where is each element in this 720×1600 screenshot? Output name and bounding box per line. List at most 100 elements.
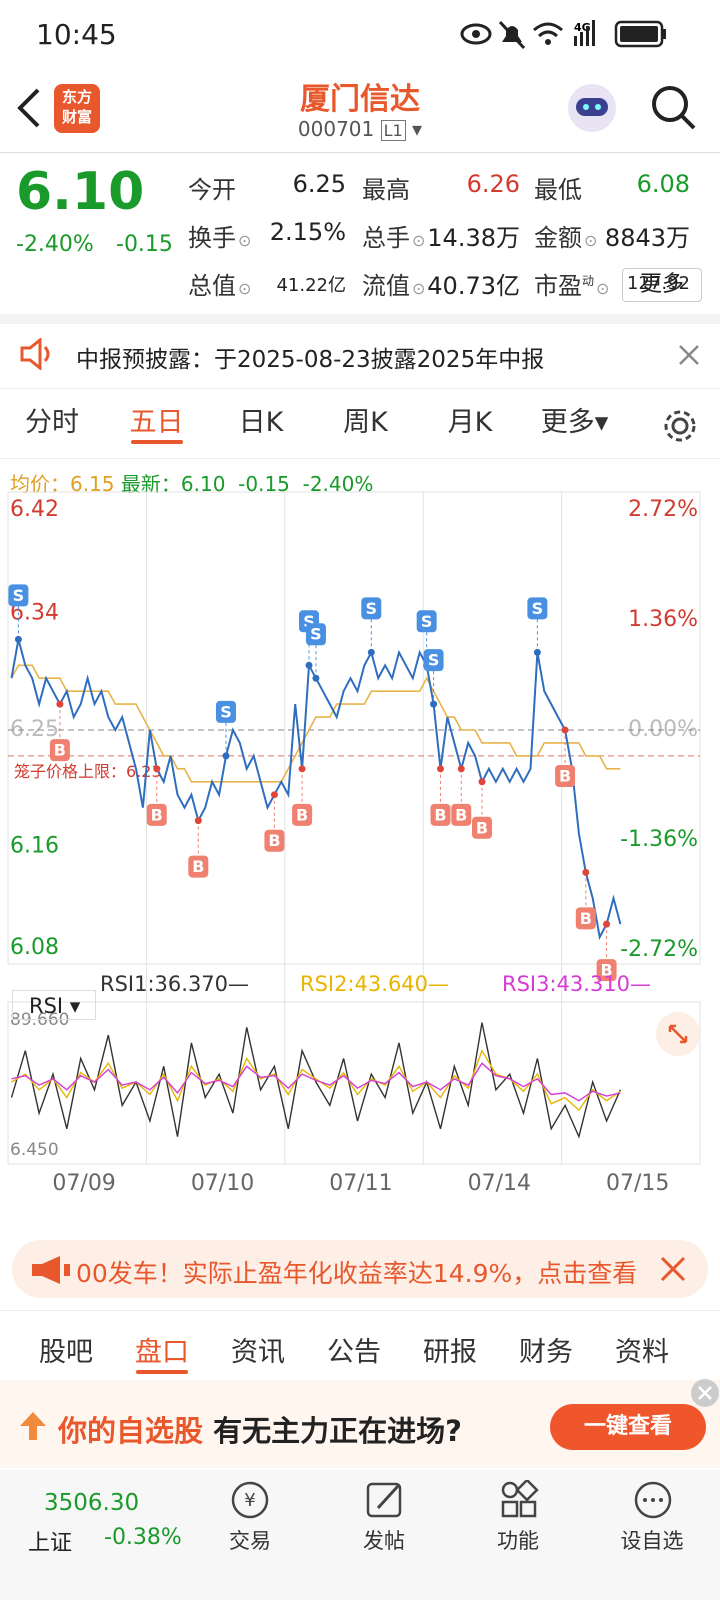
quote-field: 总值 ⊙ 41.22亿: [188, 266, 346, 301]
field-label: 今开: [188, 176, 236, 204]
plot-frame: [7, 491, 701, 965]
nav-item[interactable]: 设自选: [620, 1529, 684, 1553]
logo-text: 东方: [61, 88, 92, 106]
section-tab[interactable]: 资料: [615, 1337, 669, 1368]
quote-field: 市盈动 ⊙ 127.92: [534, 266, 690, 301]
robot-avatar[interactable]: [564, 80, 620, 136]
marker-badge: [361, 597, 382, 620]
marker-badge: [215, 700, 236, 723]
marker-point: [298, 765, 306, 773]
level-badge: L1: [380, 120, 406, 141]
notice[interactable]: 中报预披露：于2025-08-23披露2025年中报: [76, 347, 545, 373]
period-tab[interactable]: 月K: [447, 407, 493, 438]
search-button[interactable]: [650, 84, 698, 132]
rsi-tick-label: 6.450: [10, 1140, 59, 1160]
info-icon: ⊙: [584, 231, 598, 250]
field-value: 2.15%: [269, 218, 346, 246]
x-tick-label: 07/10: [191, 1171, 254, 1196]
field-value: 14.38万: [427, 224, 520, 252]
field-label: 市盈动 ⊙: [534, 272, 610, 300]
close-ad[interactable]: [690, 1378, 720, 1408]
marker-badge: [146, 803, 167, 826]
back-button[interactable]: [14, 86, 44, 130]
marker-point: [457, 765, 465, 773]
marker-label: S: [303, 612, 315, 631]
marker-label: S: [421, 612, 433, 631]
period-tab[interactable]: 五日: [129, 407, 184, 438]
section-tab[interactable]: 研报: [423, 1337, 477, 1368]
y2-tick-label: 2.72%: [628, 497, 698, 522]
divider: [0, 1310, 720, 1311]
divider: [0, 458, 720, 459]
marker-label: S: [13, 586, 25, 605]
marker-label: S: [532, 599, 544, 618]
index-change: -0.38%: [104, 1525, 182, 1550]
marker-point: [312, 674, 320, 682]
marker-point: [430, 700, 438, 708]
y-tick-label: 6.08: [10, 935, 59, 960]
settings-icon[interactable]: [662, 408, 698, 444]
y-tick-label: 6.16: [10, 833, 59, 858]
section-tab[interactable]: 盘口: [135, 1337, 189, 1368]
cage-limit-label: 笼子价格上限：6.23: [14, 761, 162, 780]
period-tab[interactable]: 周K: [343, 407, 388, 438]
svg-text:¥: ¥: [244, 1490, 255, 1511]
marker-point: [305, 661, 313, 669]
divider: [0, 314, 720, 324]
rsi-legend-entry: RSI3:43.310—: [502, 972, 652, 996]
nav-item[interactable]: 发帖: [363, 1529, 405, 1553]
nav-item[interactable]: 交易: [229, 1529, 271, 1553]
marker-point: [222, 752, 230, 760]
marker-point: [194, 817, 202, 825]
section-tab[interactable]: 财务: [519, 1337, 573, 1368]
y2-tick-label: -2.72%: [620, 937, 698, 962]
field-label: 总手 ⊙: [362, 224, 426, 252]
marker-badge: [188, 855, 209, 878]
period-tab[interactable]: 分时: [25, 407, 79, 438]
cage-label: 笼子价格上限：: [14, 761, 126, 780]
logo: 东方 财富: [54, 84, 100, 133]
indicator-select[interactable]: RSI ▾: [12, 990, 96, 1020]
expand-button[interactable]: [656, 1012, 700, 1056]
close-banner[interactable]: [660, 1256, 686, 1282]
marker-point: [270, 791, 278, 799]
x-tick-label: 07/15: [606, 1171, 669, 1196]
section-tab[interactable]: 股吧: [39, 1337, 93, 1368]
chart: 07/09 07/10 07/11 07/14 07/156.086.166.256.3…: [7, 491, 701, 1196]
nav-item[interactable]: 功能: [497, 1529, 539, 1553]
marker-point: [603, 920, 611, 928]
nav-icons: ¥: [231, 1480, 672, 1519]
period-tab[interactable]: 日K: [238, 407, 284, 438]
field-sup: 动: [582, 274, 595, 288]
quote-field: 最低 6.08: [534, 170, 690, 205]
marker-label: S: [366, 599, 378, 618]
up-arrow: [20, 1412, 46, 1440]
marker-label: S: [220, 702, 232, 721]
marker-badge: [292, 803, 313, 826]
banner[interactable]: [12, 1240, 708, 1298]
period-tab[interactable]: 更多▾: [540, 407, 609, 438]
marker-point: [533, 648, 541, 656]
x-tick-label: 07/09: [52, 1171, 115, 1196]
field-value: 127.92: [627, 273, 690, 294]
indicator-name: RSI: [29, 994, 64, 1018]
ad-button[interactable]: 一键查看: [550, 1404, 706, 1450]
status-time: 10:45: [36, 18, 117, 51]
info-icon: ⊙: [596, 279, 610, 298]
rsi-tick-label: 89.660: [10, 1010, 69, 1030]
more-button[interactable]: 更多: [622, 268, 702, 302]
marker-point: [56, 700, 64, 708]
ad-highlight: 你的自选股: [58, 1414, 204, 1448]
marker-label: B: [192, 857, 204, 876]
marker-label: B: [268, 831, 280, 850]
marker-point: [478, 778, 486, 786]
field-label: 总值 ⊙: [188, 272, 252, 300]
divider: [0, 388, 720, 389]
index-value[interactable]: 3506.30: [44, 1490, 140, 1516]
section-tab[interactable]: 资讯: [231, 1337, 285, 1368]
close-notice[interactable]: [678, 344, 700, 366]
section-tab[interactable]: 公告: [327, 1337, 381, 1368]
info-icon: ⊙: [412, 231, 426, 250]
series-line: [11, 1049, 621, 1112]
